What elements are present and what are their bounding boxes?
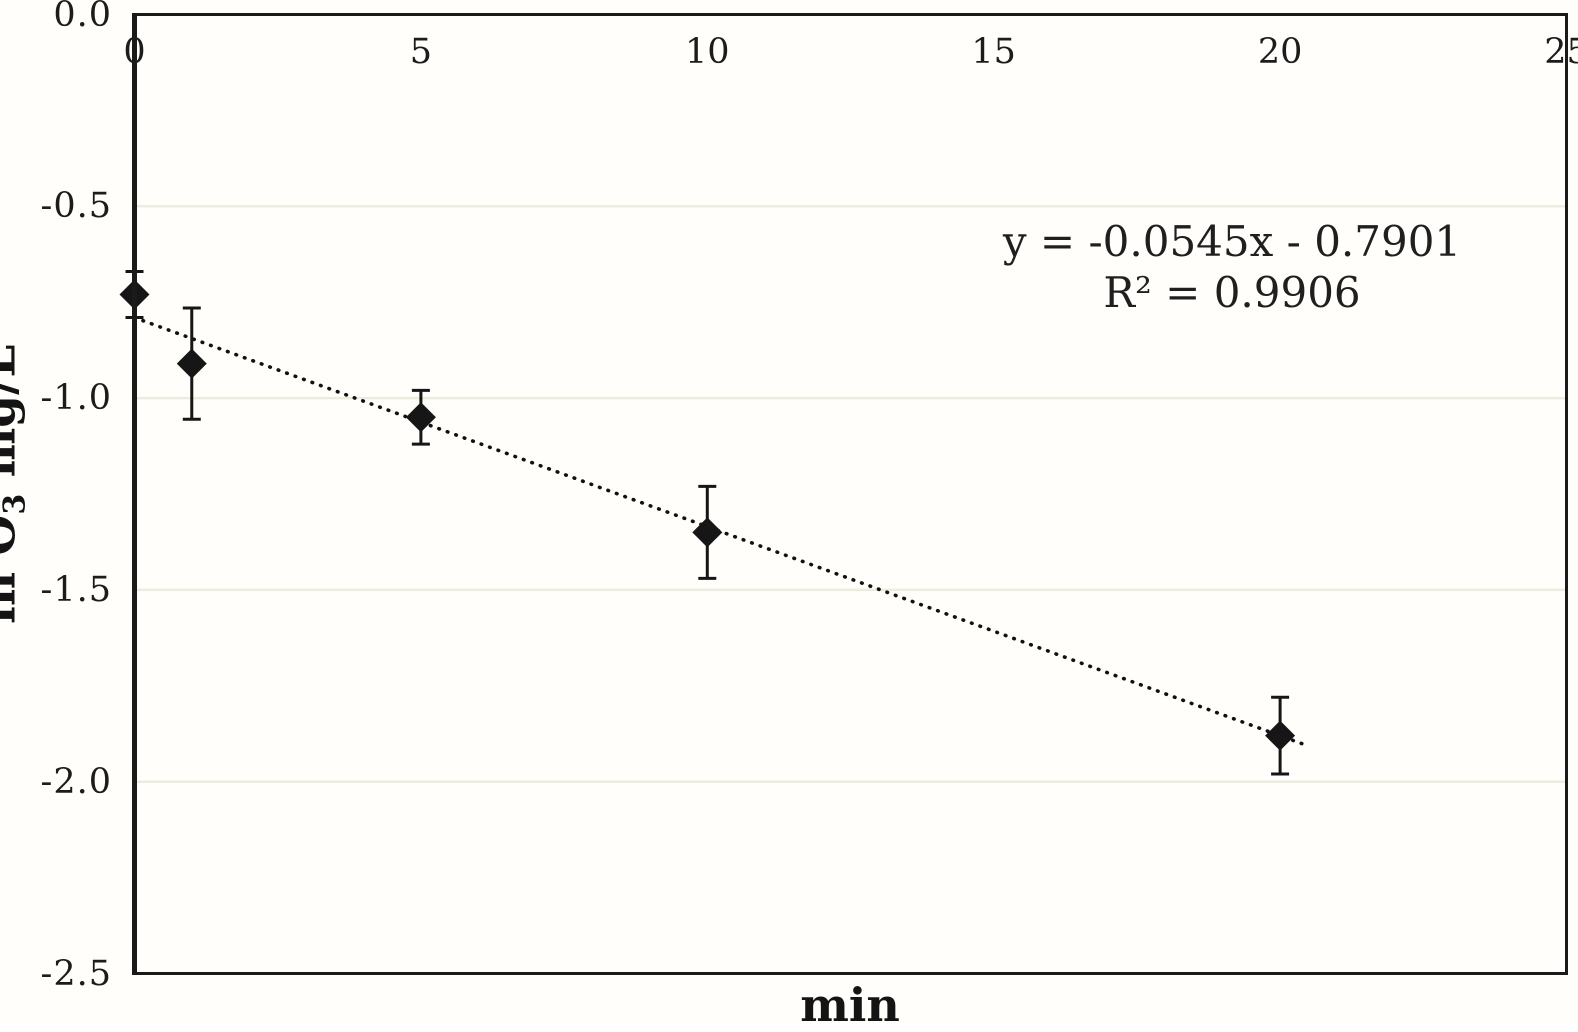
trendline-annotation: y = -0.0545x - 0.7901 R² = 0.9906: [982, 216, 1482, 318]
data-point-diamond: [1265, 720, 1296, 751]
trendline-equation-text: y = -0.0545x - 0.7901: [1002, 217, 1462, 266]
y-tick-label: -1.0: [40, 378, 112, 419]
y-tick-label: -1.5: [40, 569, 112, 610]
y-tick-label: -2.5: [40, 953, 112, 994]
x-tick-label: 0: [123, 32, 146, 72]
y-tick-label: -0.5: [40, 186, 112, 227]
x-tick-label: 25: [1544, 32, 1578, 72]
x-axis-title: min: [800, 978, 900, 1032]
y-tick-label: 0.0: [53, 0, 112, 35]
y-tick-label: -2.0: [40, 761, 112, 802]
plot-border: [133, 13, 1568, 975]
data-point-diamond: [176, 348, 207, 379]
data-point-diamond: [692, 517, 723, 548]
data-point-diamond: [405, 402, 436, 433]
x-tick-label: 5: [409, 32, 433, 72]
r-squared-text: R² = 0.9906: [1103, 268, 1361, 317]
x-tick-label: 20: [1257, 32, 1303, 72]
x-tick-label: 10: [685, 32, 730, 72]
y-axis-title: ln O3 mg/L: [0, 205, 33, 624]
x-tick-label: 15: [971, 32, 1016, 72]
y-axis-title-subscript: 3: [0, 493, 33, 515]
